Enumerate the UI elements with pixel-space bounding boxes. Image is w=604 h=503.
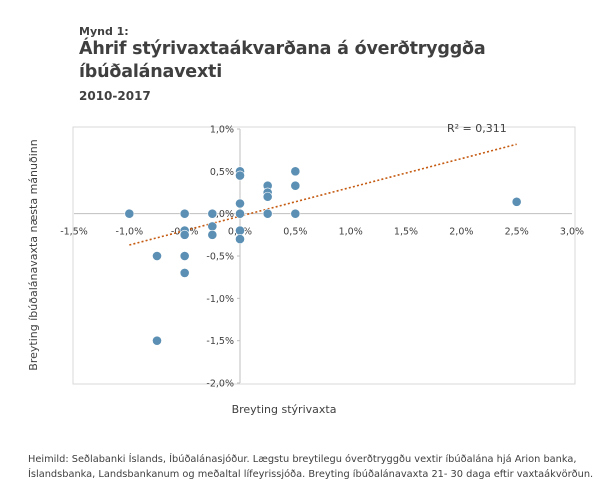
- data-point: [207, 221, 218, 232]
- data-point: [290, 180, 301, 191]
- y-tick-label: -0,5%: [206, 252, 234, 263]
- x-tick-label: 1,0%: [339, 227, 363, 238]
- x-tick-label: 3,0%: [560, 227, 584, 238]
- y-tick-label: -1,5%: [206, 336, 234, 347]
- chart-subtitle: 2010-2017: [79, 89, 151, 103]
- data-point: [207, 208, 218, 219]
- y-tick-label: 0,5%: [210, 167, 234, 178]
- y-tick-label: -2,0%: [206, 379, 234, 390]
- x-tick-label: 2,5%: [505, 227, 529, 238]
- y-tick-label: 0,0%: [210, 209, 234, 220]
- r-squared-label: R² = 0,311: [447, 122, 507, 135]
- data-point: [124, 208, 135, 219]
- x-tick-label: 1,5%: [394, 227, 418, 238]
- data-point: [290, 166, 301, 177]
- source-note: Heimild: Seðlabanki Íslands, Íbúðalánasj…: [28, 454, 594, 480]
- chart-title-line-2: íbúðalánavexti: [79, 62, 223, 82]
- data-points: [124, 166, 522, 346]
- y-tick-label: -1,0%: [206, 294, 234, 305]
- y-tick-label: 1,0%: [210, 125, 234, 136]
- x-tick-label: 0,5%: [283, 227, 307, 238]
- data-point: [235, 208, 245, 219]
- data-point: [235, 225, 245, 236]
- x-tick-labels: -1,5%-1,0%-0,5%0,0%0,5%1,0%1,5%2,0%2,5%3…: [60, 227, 584, 238]
- data-point: [262, 208, 273, 219]
- trendline: [129, 143, 517, 246]
- chart-title-line-1: Áhrif stýrivaxtaákvarðana á óverðtryggða: [79, 39, 486, 59]
- data-point: [179, 229, 190, 240]
- x-tick-label: 2,0%: [449, 227, 473, 238]
- data-point: [235, 170, 245, 181]
- data-point: [235, 234, 245, 244]
- data-point: [179, 251, 190, 261]
- figure-label: Mynd 1:: [79, 25, 129, 38]
- scatter-chart: -1,5% -1,0% -0,5% 0,0% 0,5% 1,0% 1,5% 2,0% 2,5% 3…: [27, 122, 584, 416]
- data-point: [179, 208, 190, 219]
- data-point: [235, 198, 245, 209]
- data-point: [290, 208, 301, 219]
- y-tick-labels: -2,0% -1,5% -1,0% -0,5% 0,0% 0,5% 1,0%: [206, 125, 240, 390]
- data-point: [511, 196, 522, 207]
- x-tick-label: -1,5%: [60, 227, 88, 238]
- y-axis-title: Breyting íbúðalánavaxta næsta mánuðinn: [27, 139, 40, 370]
- data-point: [262, 191, 273, 202]
- data-point: [207, 229, 218, 240]
- data-point: [152, 251, 162, 261]
- x-axis-title: Breyting stýrivaxta: [232, 403, 337, 416]
- plot-frame: [72, 126, 576, 385]
- data-point: [152, 335, 162, 346]
- data-point: [179, 268, 190, 278]
- x-tick-label: -1,0%: [116, 227, 144, 238]
